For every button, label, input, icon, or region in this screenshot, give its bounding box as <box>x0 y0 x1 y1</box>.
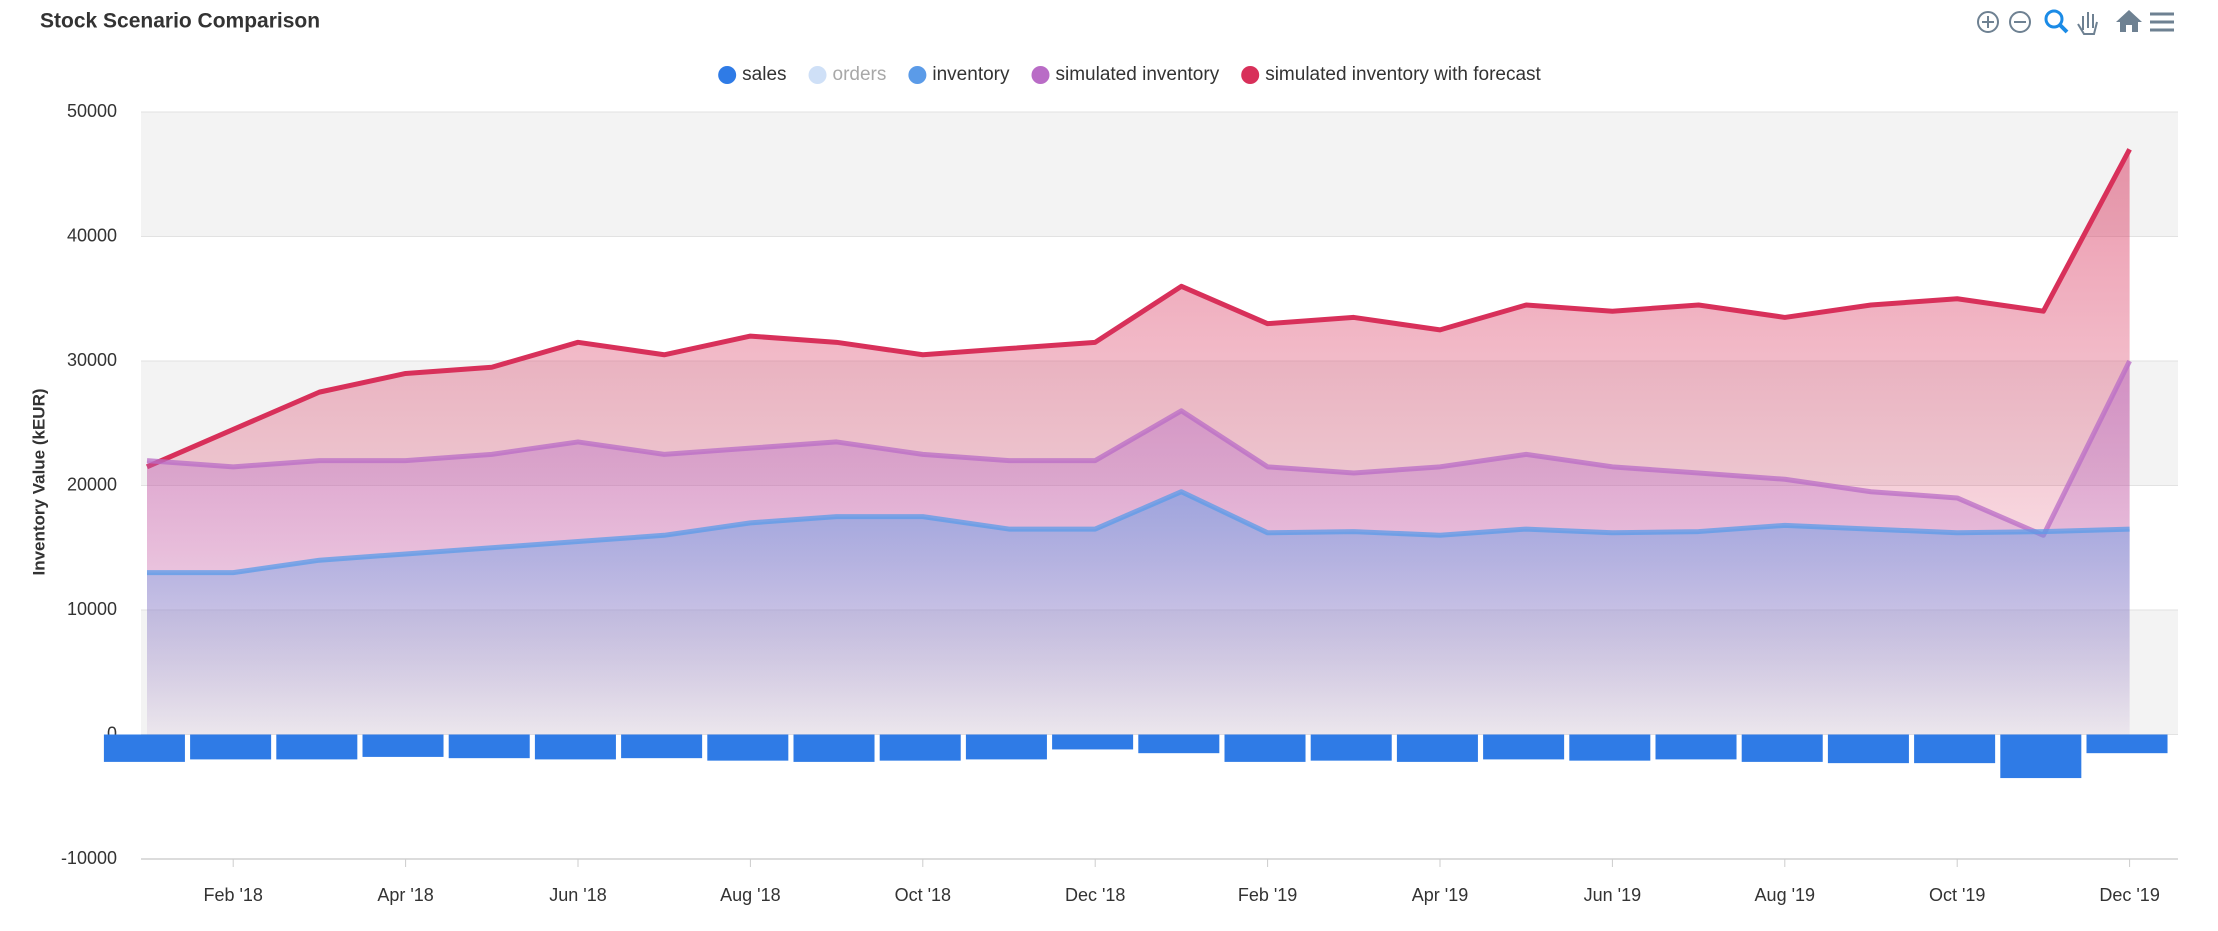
pan-button[interactable] <box>2077 12 2098 35</box>
y-tick-label: 40000 <box>67 225 117 245</box>
reset-button[interactable] <box>2116 10 2142 32</box>
legend-item[interactable]: simulated inventory with forecast <box>1241 64 1542 85</box>
y-tick-label: -10000 <box>61 848 117 868</box>
zoom-select-button[interactable] <box>2044 9 2069 34</box>
legend-label: simulated inventory with forecast <box>1265 64 1541 85</box>
legend-marker <box>1031 66 1050 84</box>
bar <box>1827 734 1909 764</box>
bar <box>621 734 703 759</box>
legend-marker <box>808 66 827 84</box>
x-tick-label: Feb '18 <box>203 885 262 905</box>
legend-item[interactable]: orders <box>808 64 887 85</box>
y-tick-label: 0 <box>107 723 117 743</box>
bar <box>2000 734 2082 779</box>
bar <box>1396 734 1478 762</box>
bar <box>2086 734 2168 754</box>
x-tick-label: Jun '19 <box>1584 885 1641 905</box>
y-axis-title: Inventory Value (kEUR) <box>29 388 48 575</box>
bar <box>276 734 358 760</box>
bar <box>1741 734 1823 762</box>
line <box>147 489 2130 576</box>
legend-label: orders <box>833 64 887 85</box>
x-tick-label: Aug '18 <box>720 885 781 905</box>
bar <box>1483 734 1565 760</box>
y-tick-label: 30000 <box>67 350 117 370</box>
bar <box>965 734 1047 760</box>
x-tick-label: Dec '19 <box>2099 885 2159 905</box>
line <box>146 359 2132 538</box>
bar <box>1914 734 1996 764</box>
bar <box>362 734 444 757</box>
legend-marker <box>908 66 927 84</box>
bar <box>1655 734 1737 760</box>
x-tick-label: Jun '18 <box>549 885 606 905</box>
legend-item[interactable]: inventory <box>908 64 1010 85</box>
y-tick-label: 10000 <box>67 599 117 619</box>
bar <box>448 734 530 759</box>
legend: sales orders inventory simulated inventory s… <box>718 64 1542 85</box>
bar <box>1052 734 1134 750</box>
legend-label: inventory <box>932 64 1010 85</box>
bar <box>1310 734 1392 761</box>
x-tick-label: Oct '19 <box>1929 885 1985 905</box>
bar <box>534 734 616 760</box>
bar <box>793 734 875 762</box>
y-tick-label: 50000 <box>67 101 117 121</box>
bar <box>190 734 272 760</box>
bar <box>879 734 961 761</box>
bar <box>1224 734 1306 762</box>
bar <box>1138 734 1220 754</box>
x-tick-label: Dec '18 <box>1065 885 1125 905</box>
x-tick-label: Feb '19 <box>1238 885 1297 905</box>
chart-title: Stock Scenario Comparison <box>40 10 320 33</box>
area <box>147 491 2130 735</box>
legend-item[interactable]: sales <box>718 64 787 85</box>
x-tick-label: Apr '18 <box>377 885 433 905</box>
menu-button[interactable] <box>2150 12 2174 32</box>
legend-marker <box>1241 66 1260 84</box>
zoom-in-button[interactable] <box>1977 11 1999 33</box>
y-tick-label: 20000 <box>67 474 117 494</box>
zoom-out-button[interactable] <box>2009 11 2031 33</box>
legend-item[interactable]: simulated inventory <box>1031 64 1220 85</box>
bar <box>1569 734 1651 761</box>
legend-label: sales <box>742 64 786 85</box>
line <box>146 148 2132 470</box>
toolbar <box>1977 9 2174 35</box>
grid-band <box>141 112 2178 237</box>
x-tick-label: Aug '19 <box>1755 885 1816 905</box>
x-tick-label: Apr '19 <box>1412 885 1468 905</box>
x-tick-label: Oct '18 <box>895 885 951 905</box>
bar <box>103 734 185 762</box>
bar <box>707 734 789 761</box>
legend-label: simulated inventory <box>1056 64 1220 85</box>
legend-marker <box>718 66 737 84</box>
